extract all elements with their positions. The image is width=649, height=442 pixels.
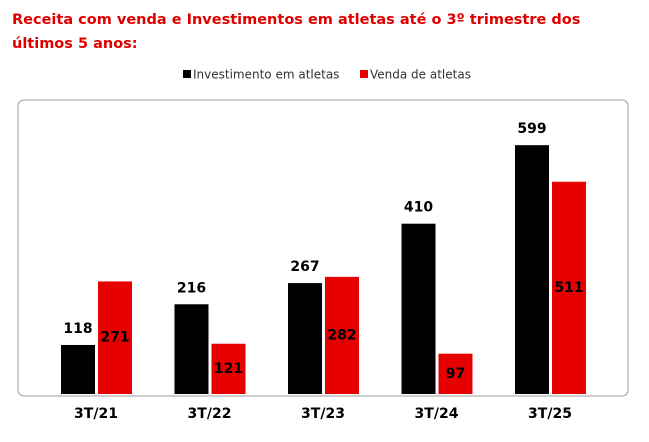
- value-label: 511: [554, 280, 583, 296]
- legend-label: Venda de atletas: [370, 68, 471, 82]
- bar: [98, 281, 132, 394]
- x-tick-label: 3T/23: [301, 406, 345, 422]
- plot-frame: [17, 99, 629, 397]
- legend-swatch: [360, 70, 368, 78]
- value-label: 599: [517, 121, 546, 137]
- value-label: 410: [404, 200, 433, 216]
- bar: [61, 344, 95, 394]
- value-label: 97: [446, 366, 465, 382]
- bar: [288, 283, 322, 394]
- value-label: 267: [290, 259, 319, 275]
- x-tick-label: 3T/24: [415, 406, 459, 422]
- value-label: 271: [100, 330, 129, 346]
- bar: [325, 276, 359, 394]
- value-label: 121: [214, 361, 243, 377]
- value-label: 216: [177, 280, 206, 296]
- chart-title: Receita com venda e Investimentos em atl…: [12, 12, 581, 52]
- bar: [401, 223, 436, 394]
- legend-label: Investimento em atletas: [193, 68, 339, 82]
- bar: [211, 343, 246, 394]
- x-tick-label: 3T/22: [188, 406, 232, 422]
- bar: [552, 181, 586, 394]
- bar: [174, 304, 209, 394]
- value-label: 118: [63, 321, 92, 337]
- value-label: 282: [327, 327, 356, 343]
- x-tick-label: 3T/21: [74, 406, 118, 422]
- bar: [438, 353, 473, 394]
- bar: [515, 145, 549, 394]
- legend-swatch: [183, 70, 191, 78]
- x-tick-label: 3T/25: [528, 406, 572, 422]
